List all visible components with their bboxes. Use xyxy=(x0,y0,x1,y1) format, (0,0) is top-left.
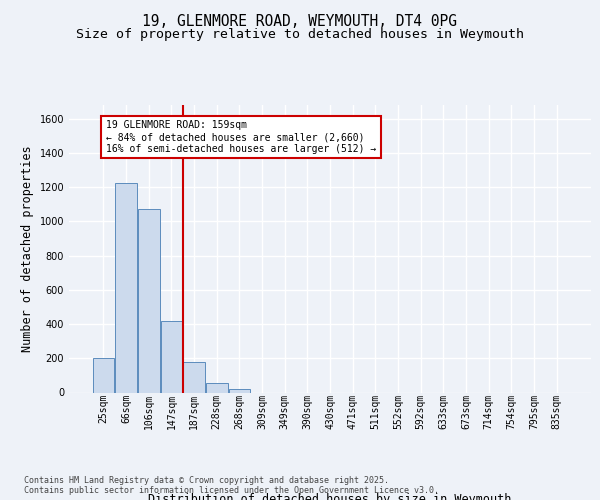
Bar xyxy=(184,362,205,392)
Bar xyxy=(93,358,114,392)
Bar xyxy=(229,389,250,392)
Text: Size of property relative to detached houses in Weymouth: Size of property relative to detached ho… xyxy=(76,28,524,41)
Text: Contains HM Land Registry data © Crown copyright and database right 2025.
Contai: Contains HM Land Registry data © Crown c… xyxy=(24,476,439,495)
Y-axis label: Number of detached properties: Number of detached properties xyxy=(21,146,34,352)
X-axis label: Distribution of detached houses by size in Weymouth: Distribution of detached houses by size … xyxy=(148,493,512,500)
Text: 19, GLENMORE ROAD, WEYMOUTH, DT4 0PG: 19, GLENMORE ROAD, WEYMOUTH, DT4 0PG xyxy=(143,14,458,29)
Bar xyxy=(161,322,182,392)
Text: 19 GLENMORE ROAD: 159sqm
← 84% of detached houses are smaller (2,660)
16% of sem: 19 GLENMORE ROAD: 159sqm ← 84% of detach… xyxy=(106,120,376,154)
Bar xyxy=(115,183,137,392)
Bar xyxy=(138,208,160,392)
Bar xyxy=(206,383,227,392)
